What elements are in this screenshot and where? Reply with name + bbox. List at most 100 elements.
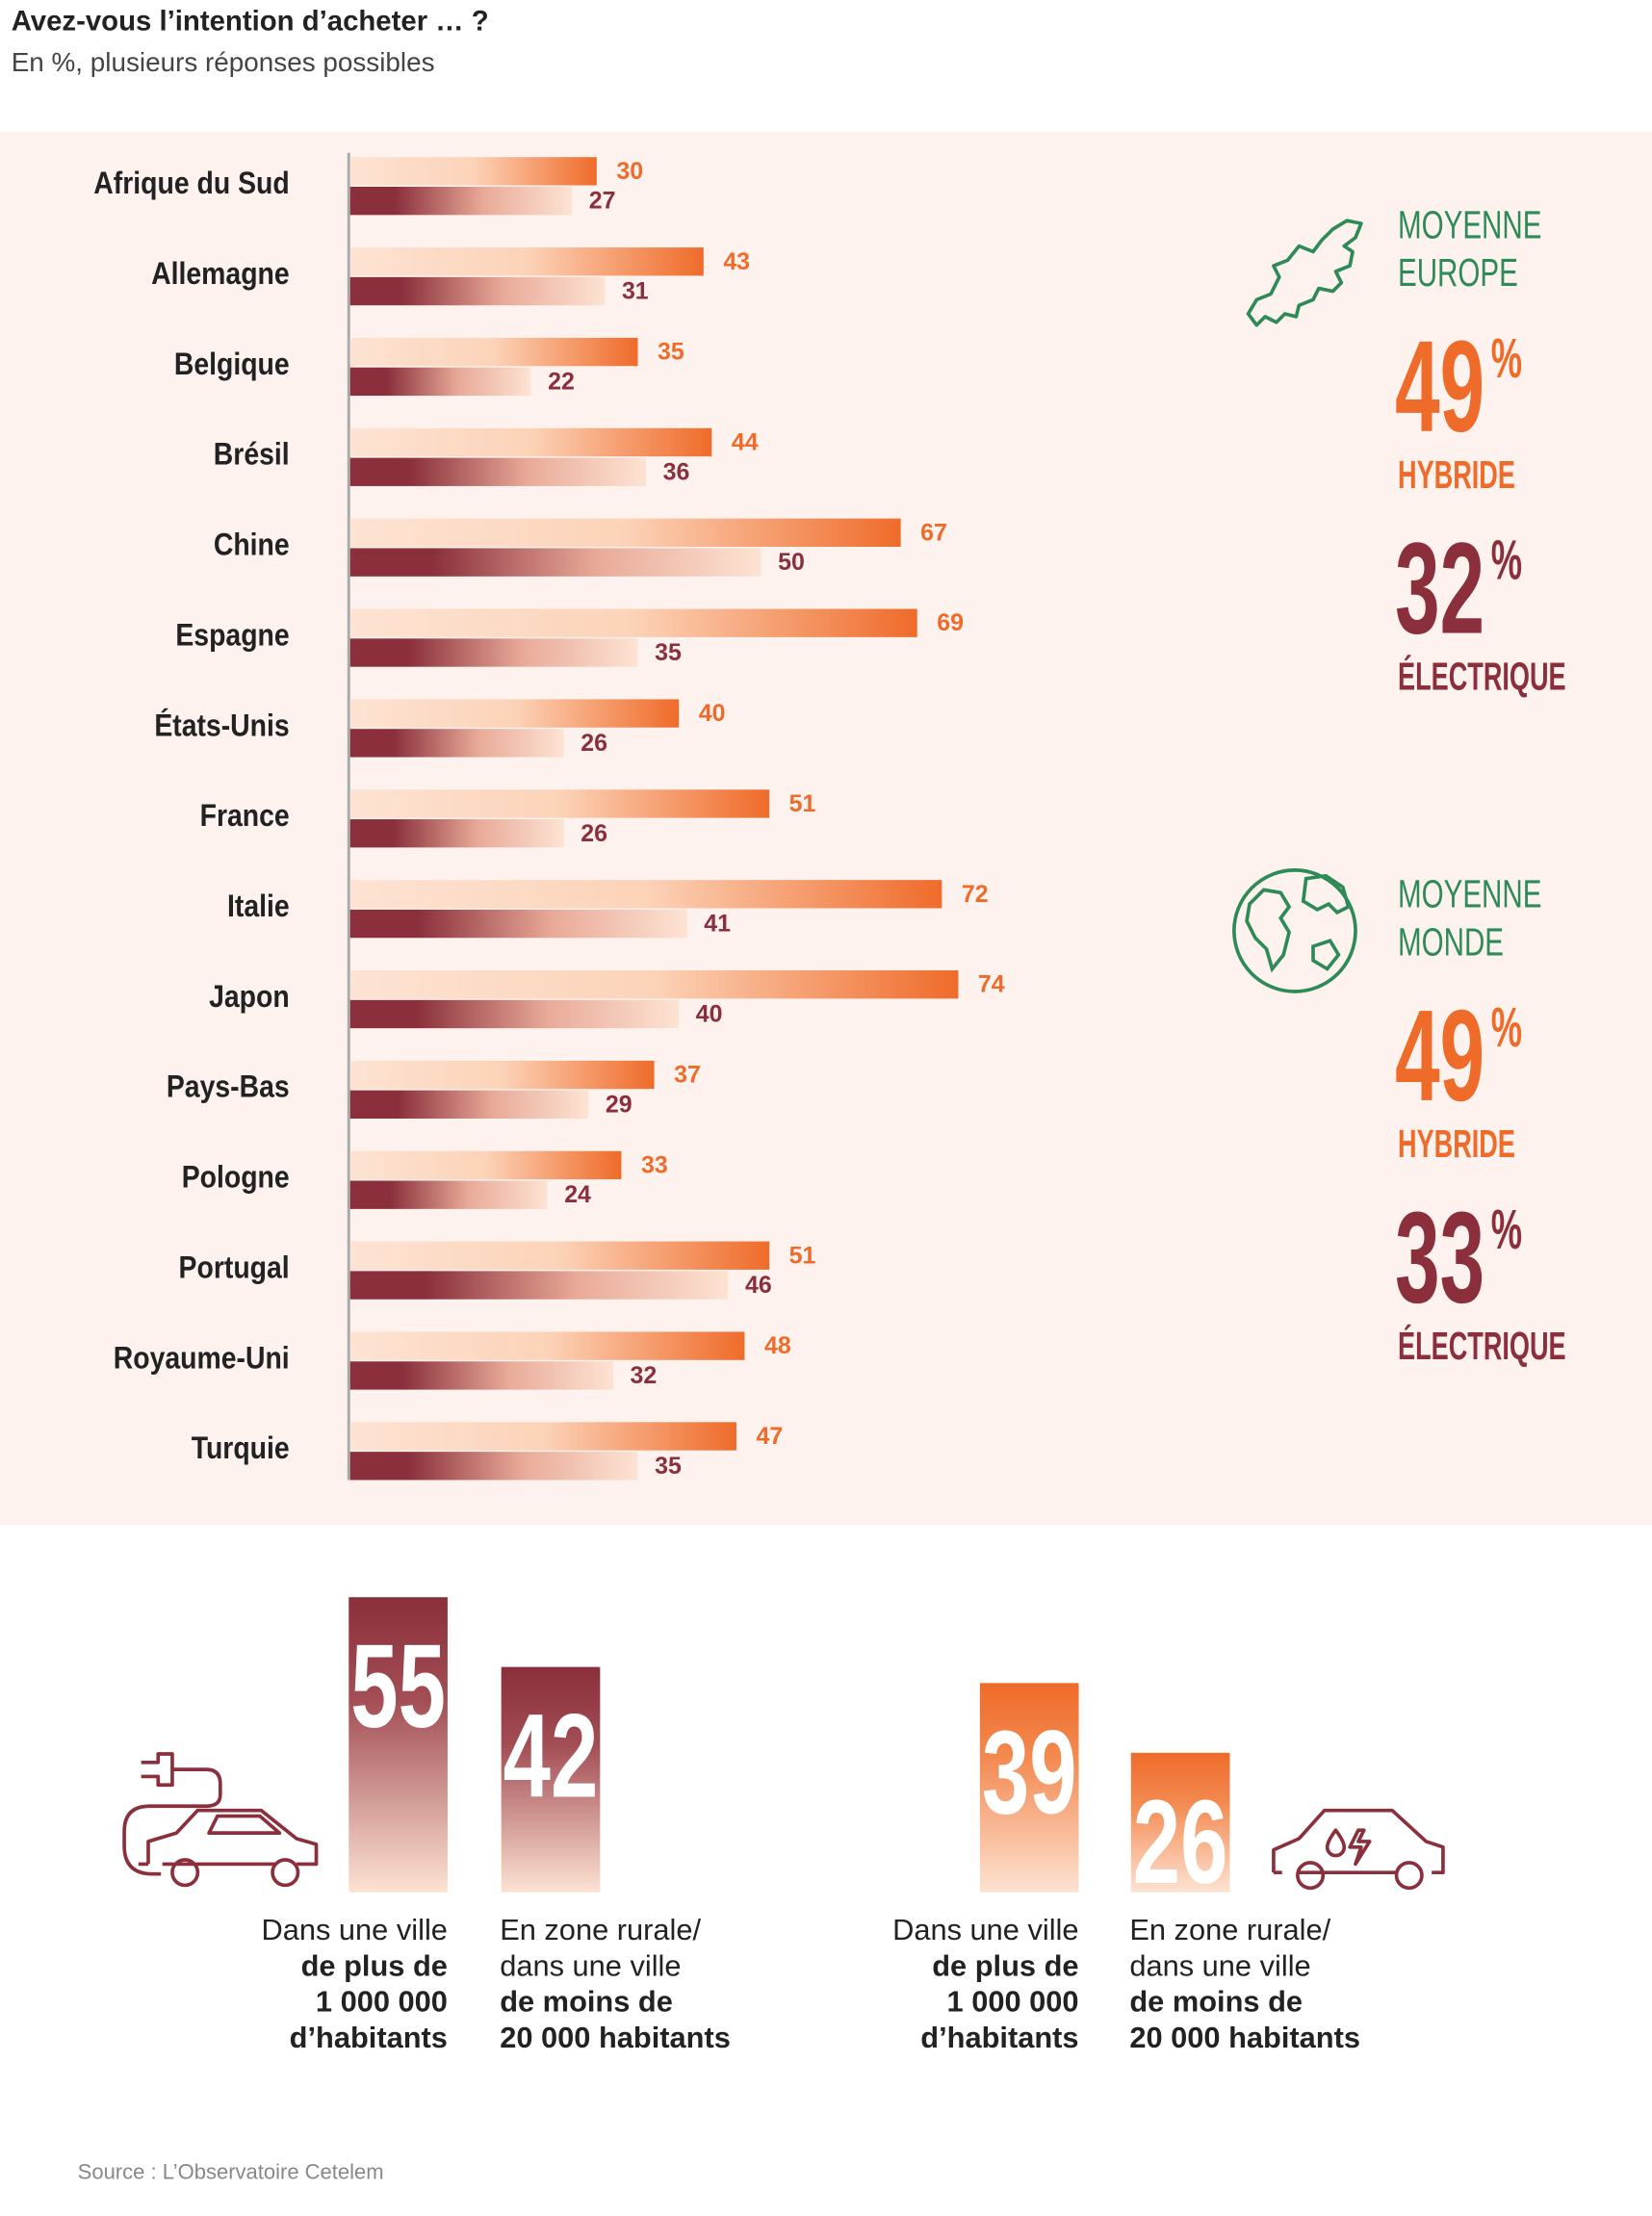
electric-car-icon xyxy=(122,1752,319,1888)
bar xyxy=(349,276,606,306)
average-heading: EUROPE xyxy=(1398,251,1518,296)
category-label: 1 000 000 xyxy=(947,1985,1079,2019)
value-label: 36 xyxy=(663,458,690,485)
europe-icon xyxy=(1246,219,1363,327)
bar xyxy=(501,1666,601,1893)
bar xyxy=(349,518,901,547)
bar xyxy=(349,337,638,367)
category-label: d’habitants xyxy=(920,2021,1078,2054)
average-label: ÉLECTRIQUE xyxy=(1398,654,1566,699)
average-unit: % xyxy=(1491,529,1522,592)
bar xyxy=(349,1150,622,1180)
category-label: Italie xyxy=(227,889,290,923)
bar xyxy=(349,970,959,999)
value-label: 37 xyxy=(674,1062,701,1089)
average-heading: MOYENNE xyxy=(1398,203,1541,247)
bar xyxy=(349,638,638,667)
bar xyxy=(349,1452,638,1481)
value-label: 43 xyxy=(723,248,750,275)
value-label: 29 xyxy=(606,1091,632,1118)
panel-background xyxy=(0,131,1652,1526)
bar xyxy=(349,699,680,728)
bar xyxy=(349,909,687,939)
value-label: 22 xyxy=(548,368,575,395)
value-label: 39 xyxy=(982,1706,1077,1839)
value-label: 35 xyxy=(658,339,684,366)
bar xyxy=(349,819,564,848)
value-label: 33 xyxy=(641,1151,668,1178)
bar xyxy=(349,157,597,186)
chart-subtitle: En %, plusieurs réponses possibles xyxy=(12,47,435,77)
value-label: 72 xyxy=(962,881,989,908)
category-label: d’habitants xyxy=(290,2021,448,2054)
average-unit: % xyxy=(1491,327,1522,390)
bar xyxy=(349,548,761,577)
value-label: 44 xyxy=(732,429,759,456)
bar xyxy=(348,1597,448,1893)
average-value: 49 xyxy=(1395,313,1484,458)
bar xyxy=(349,1090,589,1119)
value-label: 67 xyxy=(920,519,947,546)
value-label: 50 xyxy=(778,549,805,576)
value-label: 31 xyxy=(622,278,649,305)
value-label: 32 xyxy=(630,1362,657,1389)
value-label: 42 xyxy=(503,1689,599,1822)
bar xyxy=(1130,1752,1230,1893)
category-label: de moins de xyxy=(1129,1985,1303,2019)
source: Source : L’Observatoire Cetelem xyxy=(78,2159,384,2183)
chart-title: Avez-vous l’intention d’acheter … ? xyxy=(12,6,489,38)
bar xyxy=(349,247,704,276)
bar xyxy=(349,1241,770,1270)
category-label: Belgique xyxy=(174,347,290,381)
bar xyxy=(349,1331,745,1360)
category-label: 1 000 000 xyxy=(316,1985,448,2019)
bar xyxy=(349,1422,736,1451)
category-label: En zone rurale/ xyxy=(1129,1913,1330,1946)
average-value: 32 xyxy=(1395,515,1484,660)
bar xyxy=(349,608,917,637)
average-label: HYBRIDE xyxy=(1398,454,1515,498)
value-label: 46 xyxy=(745,1272,772,1299)
category-label: Chine xyxy=(214,528,290,562)
category-label: Pologne xyxy=(182,1160,290,1195)
bar xyxy=(349,880,942,909)
category-label: de plus de xyxy=(301,1948,448,1982)
category-label: États-Unis xyxy=(154,709,289,743)
category-label: Dans une ville xyxy=(892,1913,1078,1946)
category-label: Pays-Bas xyxy=(167,1069,290,1104)
average-unit: % xyxy=(1491,1198,1522,1261)
bar xyxy=(349,187,573,216)
bar xyxy=(349,1271,729,1300)
average-value: 49 xyxy=(1395,982,1484,1127)
value-label: 55 xyxy=(350,1620,446,1753)
bar xyxy=(349,367,531,397)
bar xyxy=(349,1180,548,1209)
average-unit: % xyxy=(1491,997,1522,1060)
bar xyxy=(349,729,564,758)
category-label: Turquie xyxy=(192,1431,290,1466)
category-label: dans une ville xyxy=(500,1948,681,1982)
value-label: 48 xyxy=(764,1332,791,1359)
value-label: 27 xyxy=(589,188,616,215)
average-label: ÉLECTRIQUE xyxy=(1398,1323,1566,1368)
category-label: Allemagne xyxy=(151,256,290,291)
average-heading: MONDE xyxy=(1398,920,1504,965)
category-label: Dans une ville xyxy=(261,1913,447,1946)
value-label: 26 xyxy=(581,730,607,757)
average-value: 33 xyxy=(1395,1184,1484,1329)
value-label: 40 xyxy=(699,700,726,727)
category-label: Brésil xyxy=(214,437,290,472)
value-label: 41 xyxy=(704,911,731,938)
category-label: de moins de xyxy=(500,1985,673,2019)
category-label: 20 000 habitants xyxy=(1129,2021,1360,2054)
bar xyxy=(979,1683,1079,1893)
category-label: Portugal xyxy=(179,1250,290,1285)
bar xyxy=(349,1060,655,1090)
value-label: 30 xyxy=(616,158,643,185)
value-label: 35 xyxy=(655,1453,682,1480)
average-label: HYBRIDE xyxy=(1398,1123,1515,1167)
value-label: 69 xyxy=(937,609,964,636)
category-label: dans une ville xyxy=(1129,1948,1310,1982)
world-icon xyxy=(1232,868,1357,993)
